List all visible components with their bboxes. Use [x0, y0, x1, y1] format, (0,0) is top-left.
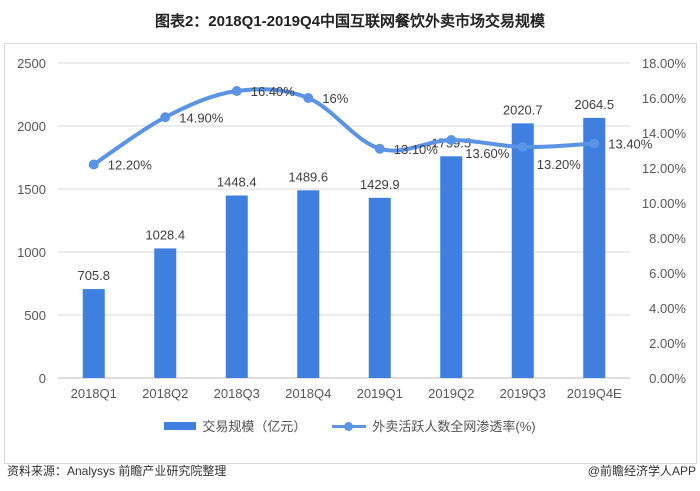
legend-bar-swatch — [164, 421, 197, 430]
line-data-label: 13.10% — [394, 142, 439, 157]
line-data-label: 12.20% — [108, 158, 153, 173]
bar — [82, 289, 105, 378]
bar-data-label: 2020.7 — [503, 102, 543, 117]
bar-data-label: 705.8 — [77, 268, 110, 283]
line-point — [88, 159, 99, 170]
credit-note: @前瞻经济学人APP — [587, 464, 696, 478]
y-right-tick-label: 10.00% — [642, 196, 687, 211]
line-data-label: 13.40% — [608, 137, 653, 152]
bar — [297, 190, 320, 378]
chart-title: 图表2：2018Q1-2019Q4中国互联网餐饮外卖市场交易规模 — [154, 13, 546, 30]
y-left-tick-label: 1500 — [17, 182, 46, 197]
y-right-tick-label: 18.00% — [642, 56, 687, 71]
bar — [368, 197, 391, 378]
y-left-tick-label: 1000 — [17, 245, 46, 260]
x-tick-label: 2018Q3 — [214, 386, 260, 401]
x-tick-label: 2019Q1 — [357, 386, 403, 401]
source-note: 资料来源：Analysys 前瞻产业研究院整理 — [7, 464, 227, 478]
legend: 交易规模（亿元） 外卖活跃人数全网渗透率(%) — [0, 416, 700, 435]
bar-data-label: 1448.4 — [217, 175, 257, 190]
line-data-label: 13.20% — [537, 157, 582, 172]
bar — [511, 123, 534, 378]
legend-item-line: 外卖活跃人数全网渗透率(%) — [332, 416, 536, 435]
y-right-tick-label: 14.00% — [642, 126, 687, 141]
legend-label: 外卖活跃人数全网渗透率(%) — [372, 419, 536, 434]
x-tick-label: 2019Q4E — [567, 386, 622, 401]
x-tick-label: 2018Q4 — [285, 386, 331, 401]
y-right-tick-label: 6.00% — [649, 266, 686, 281]
line-point — [160, 112, 171, 123]
line-point — [374, 143, 385, 154]
line-point — [517, 142, 528, 152]
y-right-tick-label: 8.00% — [649, 231, 686, 246]
chart-frame — [4, 43, 697, 464]
y-left-tick-label: 0 — [39, 371, 46, 386]
x-tick-label: 2019Q2 — [428, 386, 474, 401]
legend-label: 交易规模（亿元） — [202, 419, 307, 434]
y-right-tick-label: 4.00% — [649, 301, 686, 316]
y-left-tick-label: 2000 — [17, 119, 46, 134]
line-point — [589, 138, 600, 149]
bar-data-label: 1489.6 — [288, 169, 328, 184]
legend-item-bar: 交易规模（亿元） — [164, 416, 306, 435]
bar-data-label: 1028.4 — [145, 227, 185, 242]
line-point — [231, 86, 242, 96]
line-data-label: 16% — [322, 91, 348, 106]
y-right-tick-label: 16.00% — [642, 91, 687, 106]
line-data-label: 16.40% — [251, 84, 296, 99]
line-point — [446, 135, 457, 145]
bar — [225, 195, 248, 378]
bar-data-label: 1429.9 — [360, 177, 400, 192]
y-right-tick-label: 12.00% — [642, 161, 687, 176]
bar — [583, 117, 606, 379]
y-right-tick-label: 2.00% — [649, 336, 686, 351]
y-left-tick-label: 2500 — [17, 56, 46, 71]
x-tick-label: 2019Q3 — [500, 386, 546, 401]
x-tick-label: 2018Q1 — [71, 386, 117, 401]
legend-line-swatch — [332, 420, 367, 432]
x-tick-label: 2018Q2 — [142, 386, 188, 401]
bar-data-label: 2064.5 — [574, 97, 614, 112]
line-data-label: 13.60% — [465, 146, 510, 161]
line-data-label: 14.90% — [179, 110, 224, 125]
bar — [154, 248, 177, 378]
line-point — [303, 93, 314, 103]
y-left-tick-label: 500 — [24, 308, 46, 323]
y-right-tick-label: 0.00% — [649, 371, 686, 386]
bar — [440, 156, 463, 378]
